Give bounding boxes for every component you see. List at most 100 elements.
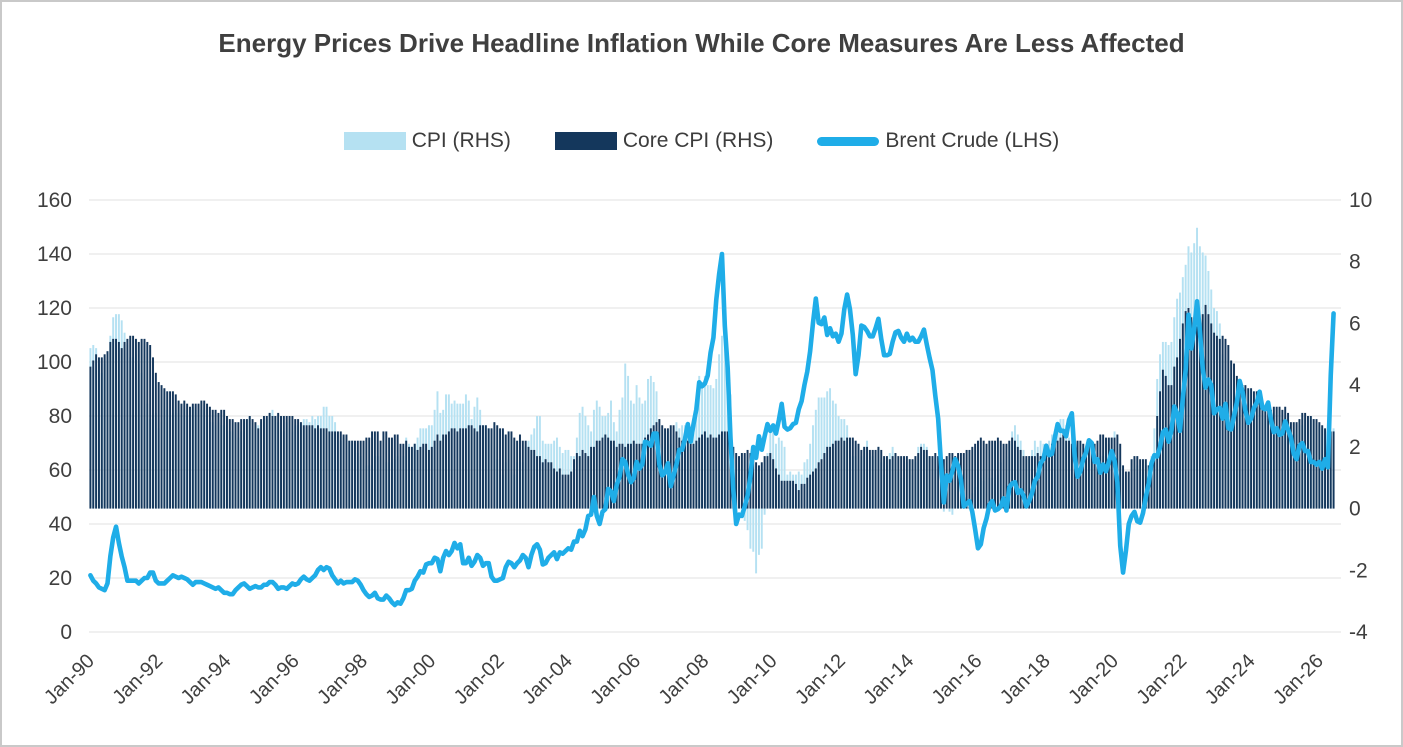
left-axis-tick-label: 0	[60, 621, 72, 644]
core-cpi-bar	[265, 416, 268, 509]
core-cpi-bar	[1139, 459, 1142, 509]
core-cpi-bar	[786, 480, 789, 509]
core-cpi-bar	[851, 437, 854, 509]
core-cpi-bar	[965, 449, 968, 509]
core-cpi-bar	[510, 431, 513, 509]
core-cpi-bar	[345, 434, 348, 509]
core-cpi-bar	[336, 431, 339, 509]
core-cpi-bar	[240, 419, 243, 509]
core-cpi-bar	[288, 416, 291, 509]
core-cpi-bar	[772, 459, 775, 509]
core-cpi-bar	[701, 434, 704, 509]
core-cpi-bar	[718, 434, 721, 509]
core-cpi-bar	[829, 446, 832, 509]
core-cpi-bar	[1264, 406, 1267, 509]
core-cpi-bar	[1230, 360, 1233, 509]
core-cpi-bar	[891, 456, 894, 509]
core-cpi-bar	[169, 391, 172, 509]
core-cpi-bar	[524, 440, 527, 509]
core-cpi-bar	[140, 338, 143, 509]
core-cpi-bar	[519, 434, 521, 509]
core-cpi-bar	[928, 456, 931, 509]
core-cpi-bar	[1156, 416, 1159, 509]
cpi-swatch-icon	[343, 132, 406, 150]
core-cpi-bar	[709, 434, 712, 509]
core-cpi-bar	[268, 412, 271, 509]
x-axis-tick-label: Jan-10	[723, 650, 782, 709]
core-cpi-bar	[405, 440, 408, 509]
cpi-bar	[757, 508, 760, 555]
core-cpi-bar	[189, 406, 191, 509]
chart-legend: CPI (RHS) Core CPI (RHS) Brent Crude (LH…	[2, 129, 1401, 153]
core-cpi-bar	[228, 419, 231, 509]
right-axis-tick-label: -2	[1349, 559, 1368, 582]
core-cpi-bar	[692, 443, 695, 509]
core-cpi-bar	[635, 443, 638, 509]
core-cpi-bar	[601, 437, 604, 509]
core-cpi-bar	[789, 480, 792, 509]
core-cpi-bar	[262, 416, 265, 509]
core-cpi-bar	[834, 440, 837, 509]
core-cpi-bar	[362, 440, 365, 509]
core-cpi-bar	[763, 456, 766, 509]
core-cpi-bar	[1332, 431, 1335, 509]
core-cpi-bar	[149, 345, 152, 509]
right-axis-tick-label: -4	[1349, 621, 1368, 644]
left-axis-tick-label: 140	[37, 243, 72, 266]
core-cpi-bar	[120, 348, 123, 509]
x-axis-tick-label: Jan-16	[928, 650, 987, 709]
core-cpi-bar	[866, 446, 869, 509]
core-cpi-bar	[988, 440, 991, 509]
core-cpi-bar	[837, 440, 840, 509]
core-cpi-bar	[931, 456, 934, 509]
core-cpi-bar	[129, 335, 132, 509]
core-cpi-bar	[555, 471, 558, 509]
core-cpi-bar	[1065, 440, 1068, 509]
core-cpi-bar	[501, 428, 504, 509]
core-cpi-bar	[1207, 314, 1210, 509]
core-cpi-bar	[951, 453, 954, 509]
core-cpi-bar	[766, 456, 769, 509]
core-cpi-bar	[698, 437, 701, 509]
core-cpi-bar	[1287, 412, 1290, 509]
core-cpi-bar	[521, 440, 524, 509]
core-cpi-bar	[354, 440, 356, 509]
core-cpi-bar	[1008, 440, 1011, 509]
core-cpi-bar	[1059, 437, 1062, 509]
legend-label-core-cpi: Core CPI (RHS)	[622, 129, 774, 152]
x-axis-tick-label: Jan-20	[1064, 650, 1123, 709]
core-cpi-bar	[991, 440, 994, 509]
core-cpi-bar	[595, 440, 598, 509]
core-cpi-bar	[1247, 388, 1250, 509]
core-cpi-bar	[1289, 422, 1292, 509]
core-cpi-bar	[217, 412, 220, 509]
core-cpi-bar	[538, 456, 541, 509]
left-axis-tick-label: 80	[49, 405, 72, 428]
core-cpi-bar	[126, 338, 129, 509]
core-cpi-bar	[271, 416, 274, 509]
core-cpi-bar	[371, 431, 374, 509]
cpi-bar	[817, 397, 820, 509]
core-cpi-bar	[900, 456, 903, 509]
core-cpi-bar	[385, 431, 388, 509]
core-cpi-bar	[1198, 326, 1201, 509]
cpi-bar	[627, 375, 630, 509]
core-cpi-bar	[425, 443, 428, 509]
core-cpi-bar	[937, 456, 940, 509]
core-cpi-bar	[331, 431, 334, 509]
core-cpi-bar	[245, 419, 248, 509]
core-cpi-bar	[1221, 335, 1224, 509]
core-cpi-bar	[516, 440, 519, 509]
core-cpi-bar	[684, 440, 686, 509]
core-cpi-bar	[1241, 385, 1244, 509]
core-cpi-bar	[134, 338, 137, 509]
core-cpi-bar	[1218, 338, 1221, 509]
core-cpi-bar	[1298, 419, 1301, 509]
core-cpi-bar	[1187, 308, 1190, 509]
core-cpi-bar	[695, 440, 698, 509]
core-cpi-bar	[920, 446, 923, 509]
core-cpi-bar	[607, 437, 610, 509]
core-cpi-bar	[999, 440, 1002, 509]
core-cpi-bar	[1238, 382, 1241, 509]
cpi-bar	[942, 508, 945, 512]
